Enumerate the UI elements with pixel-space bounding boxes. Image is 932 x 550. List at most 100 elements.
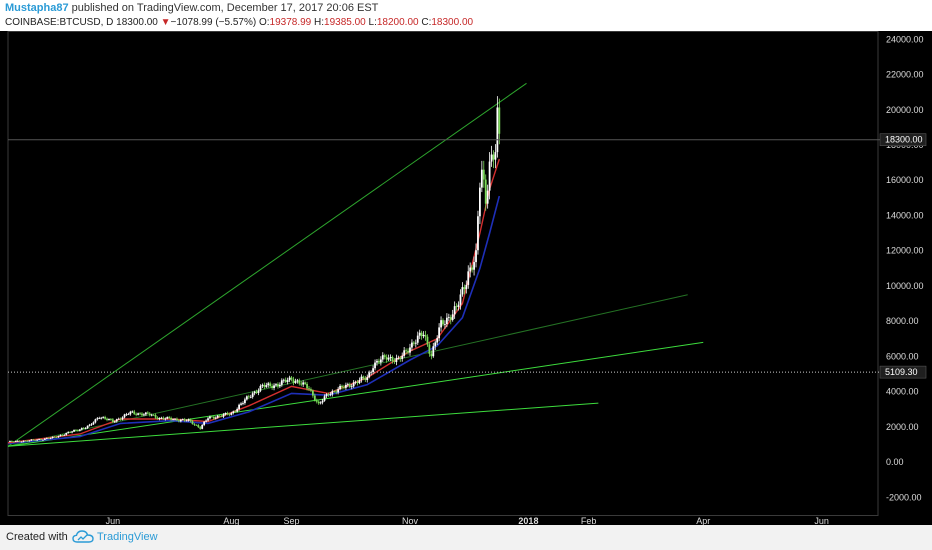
candle-body — [411, 342, 413, 348]
candle-body — [298, 380, 301, 384]
candle-body — [10, 441, 13, 442]
candle-body — [123, 414, 126, 418]
candle-body — [47, 438, 50, 440]
candle-body — [473, 262, 475, 270]
candle-body — [288, 377, 291, 381]
candle-body — [498, 107, 501, 134]
candle-body — [319, 402, 322, 404]
candle-body — [113, 421, 116, 423]
candle-body — [486, 190, 489, 204]
price-tag-label: 5109.30 — [885, 367, 918, 377]
candle-body — [203, 421, 206, 425]
candle-body — [327, 394, 330, 396]
candle-body — [401, 355, 404, 359]
y-tick-label: 12000.00 — [886, 246, 924, 256]
candle-body — [24, 440, 27, 442]
candle-body — [292, 379, 295, 383]
open-label: O: — [258, 17, 270, 28]
candle-body — [284, 379, 287, 382]
candle-body — [127, 414, 130, 416]
candle-body — [440, 320, 442, 328]
price-markers: 18300.00 5109.30 — [8, 133, 927, 379]
candle-body — [277, 384, 279, 387]
candle-body — [240, 403, 242, 405]
candle-body — [78, 429, 81, 431]
trendline[interactable] — [7, 402, 599, 447]
low-value: 18200.00 — [376, 17, 419, 28]
candle-body — [228, 414, 231, 416]
candle-body — [141, 413, 143, 416]
candle-body — [148, 413, 151, 416]
y-tick-label: 10000.00 — [886, 281, 924, 291]
candle-body — [265, 385, 268, 387]
candle-body — [329, 394, 332, 396]
ohlc-legend: COINBASE:BTCUSD, D 18300.00 ▼−1078.99 (−… — [5, 17, 473, 28]
candle-body — [69, 432, 72, 433]
candle-body — [360, 376, 363, 381]
candle-body — [430, 353, 433, 357]
candle-body — [387, 357, 390, 360]
candle-body — [356, 381, 359, 384]
candle-body — [224, 412, 227, 415]
candle-body — [412, 342, 415, 344]
candle-body — [236, 409, 239, 412]
candle-body — [442, 320, 444, 325]
candle-body — [444, 324, 446, 325]
candle-body — [174, 418, 176, 420]
candle-body — [296, 380, 299, 382]
candle-body — [286, 380, 289, 382]
candle-body — [335, 391, 338, 393]
candle-body — [96, 418, 99, 420]
candle-body — [131, 411, 134, 413]
trendlines[interactable] — [7, 82, 704, 447]
candle-body — [234, 411, 237, 413]
candle-body — [82, 428, 85, 429]
trendline[interactable] — [7, 294, 688, 447]
candle-body — [55, 436, 58, 438]
candle-body — [282, 379, 285, 381]
trendline[interactable] — [7, 341, 704, 447]
candle-body — [183, 419, 186, 421]
candle-body — [343, 387, 345, 388]
candle-body — [374, 362, 376, 369]
candle-body — [393, 360, 396, 362]
candle-body — [273, 385, 275, 388]
tradingview-brand[interactable]: TradingView — [97, 531, 158, 543]
candle-body — [65, 432, 68, 435]
x-tick-label: Jun — [814, 516, 829, 525]
candle-body — [261, 384, 264, 386]
candle-body — [111, 419, 114, 422]
chart-header: Mustapha87 published on TradingView.com,… — [0, 0, 932, 31]
candle-body — [259, 385, 262, 391]
candle-body — [251, 393, 254, 397]
tradingview-cloud-icon[interactable] — [72, 529, 94, 550]
candle-body — [484, 179, 487, 204]
candle-body — [53, 436, 56, 438]
candle-body — [368, 372, 371, 378]
candle-body — [77, 430, 79, 432]
candle-body — [416, 335, 419, 343]
candle-body — [232, 411, 235, 414]
candle-body — [75, 429, 77, 431]
candle-body — [143, 414, 145, 416]
candle-body — [407, 350, 409, 353]
symbol-label[interactable]: COINBASE:BTCUSD, D — [5, 17, 114, 28]
candle-body — [395, 357, 398, 362]
candle-body — [310, 389, 312, 391]
candle-body — [14, 440, 17, 442]
last-price: 18300.00 — [116, 17, 158, 28]
trendline[interactable] — [7, 82, 527, 447]
candle-body — [418, 332, 421, 336]
price-chart[interactable]: 24000.0022000.0020000.0018000.0016000.00… — [0, 31, 932, 525]
candle-body — [389, 356, 392, 358]
candle-body — [278, 384, 281, 387]
candle-body — [482, 169, 485, 180]
candle-body — [339, 385, 341, 390]
candle-body — [379, 359, 382, 363]
candle-body — [445, 317, 448, 325]
candle-body — [397, 357, 400, 359]
x-tick-label: Aug — [223, 516, 239, 525]
author-link[interactable]: Mustapha87 — [5, 2, 69, 14]
candle-body — [115, 419, 118, 422]
candle-body — [197, 425, 200, 428]
